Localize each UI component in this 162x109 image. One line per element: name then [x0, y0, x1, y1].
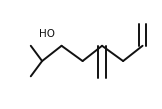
Text: HO: HO [39, 29, 55, 39]
